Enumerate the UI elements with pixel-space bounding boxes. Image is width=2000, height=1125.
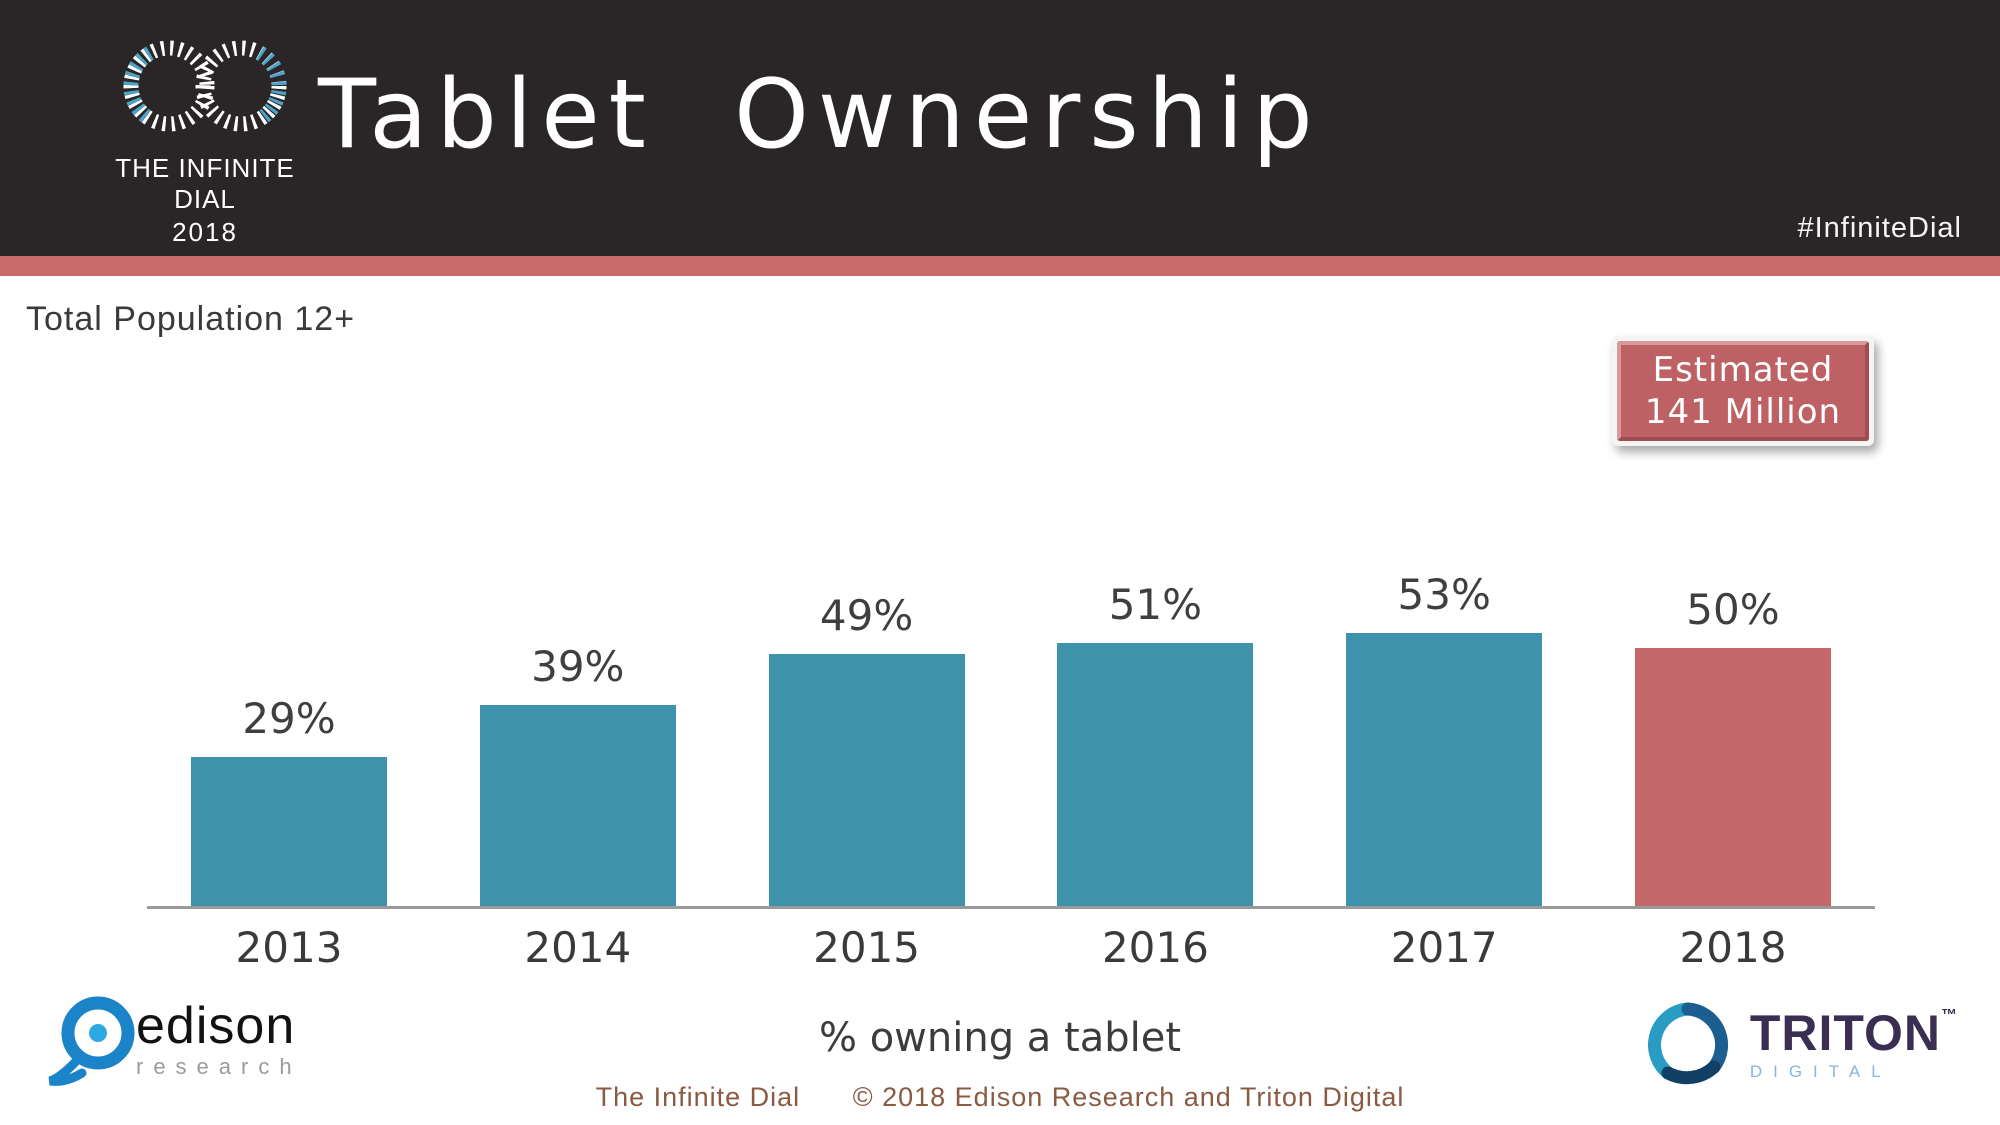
- footer-credit: The Infinite Dial © 2018 Edison Research…: [0, 1082, 2000, 1113]
- bar-2015: [768, 654, 965, 906]
- bar-2014: [479, 705, 676, 906]
- triton-knot-icon: [1647, 1002, 1728, 1085]
- triton-name: TRITON™: [1749, 1005, 1958, 1061]
- chart-caption: % owning a tablet: [818, 1015, 1182, 1061]
- x-axis-line: [147, 906, 1875, 909]
- estimate-badge-face: Estimated 141 Million: [1617, 341, 1869, 441]
- x-axis-label-2015: 2015: [813, 923, 921, 972]
- bar-value-label: 49%: [819, 591, 914, 640]
- footer-left: The Infinite Dial: [595, 1082, 801, 1112]
- footer-right: © 2018 Edison Research and Triton Digita…: [852, 1082, 1405, 1112]
- triton-wordmark: TRITON™ DIGITAL: [1750, 1008, 1958, 1082]
- bar-value-label: 39%: [531, 642, 625, 691]
- population-subtitle: Total Population 12+: [26, 300, 356, 338]
- bar-2013: [191, 757, 387, 906]
- infinite-dial-logo: THE INFINITE DIAL 2018: [100, 38, 310, 248]
- hashtag-label: #InfiniteDial: [1797, 212, 1962, 244]
- bar-column-2015: 49%: [768, 591, 965, 906]
- x-axis-label-2013: 2013: [235, 923, 343, 972]
- bar-2017: [1346, 633, 1543, 906]
- accent-stripe: [0, 256, 2000, 276]
- header-bar: THE INFINITE DIAL 2018 Tablet Ownership …: [0, 0, 2000, 256]
- edison-name: edison: [136, 997, 296, 1055]
- bar-column-2014: 39%: [479, 642, 676, 906]
- bar-value-label: 29%: [242, 694, 336, 743]
- estimate-badge-line1: Estimated: [1652, 349, 1834, 390]
- infinity-icon: [123, 40, 287, 132]
- x-axis-labels: 2013 2014 2015 2016 2017 2018: [147, 909, 1875, 972]
- estimate-badge: Estimated 141 Million: [1612, 336, 1874, 446]
- logo-text-line2: 2018: [172, 217, 238, 247]
- bars-area: 29% 39% 49% 51% 53% 50%: [147, 460, 1875, 906]
- bar-column-2018: 50%: [1634, 585, 1831, 906]
- x-axis-label-2014: 2014: [524, 923, 632, 972]
- triton-tm: ™: [1941, 1007, 1958, 1024]
- bar-value-label: 53%: [1397, 570, 1491, 619]
- bar-value-label: 50%: [1686, 585, 1780, 634]
- triton-digital-logo: TRITON™ DIGITAL: [1638, 995, 1958, 1095]
- bar-value-label: 51%: [1108, 580, 1203, 629]
- bar-2018: [1634, 648, 1831, 906]
- bar-2016: [1057, 643, 1254, 906]
- edison-research-logo: edison research: [40, 985, 302, 1095]
- x-axis-label-2016: 2016: [1101, 923, 1209, 972]
- x-axis-label-2017: 2017: [1390, 923, 1498, 972]
- logo-text-line1: THE INFINITE DIAL: [115, 153, 295, 214]
- bar-column-2016: 51%: [1057, 580, 1254, 906]
- edison-wordmark: edison research: [136, 1000, 302, 1080]
- bar-chart: 29% 39% 49% 51% 53% 50% 2013 2014 2015 2016 2017 2…: [147, 460, 1875, 972]
- x-axis-label-2018: 2018: [1679, 923, 1787, 972]
- bar-column-2017: 53%: [1346, 570, 1543, 906]
- page-title: Tablet Ownership: [318, 60, 1322, 170]
- bar-column-2013: 29%: [191, 694, 387, 906]
- edison-sub: research: [136, 1054, 302, 1079]
- edison-swirl-icon: [48, 996, 135, 1086]
- estimate-badge-line2: 141 Million: [1644, 392, 1842, 432]
- triton-sub: DIGITAL: [1749, 1062, 1892, 1081]
